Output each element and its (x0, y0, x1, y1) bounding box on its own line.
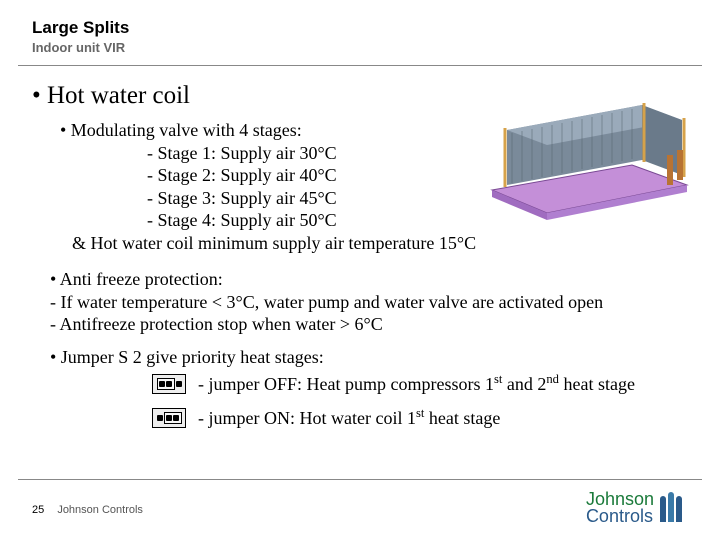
jumper-on-icon (152, 408, 186, 428)
footer: 25 Johnson Controls (32, 504, 143, 516)
jumper-off-text: - jumper OFF: Heat pump compressors 1st … (198, 372, 635, 396)
antifreeze-line: - Antifreeze protection stop when water … (32, 313, 688, 336)
page-number: 25 (32, 504, 44, 516)
jumper-off-row: - jumper OFF: Heat pump compressors 1st … (32, 372, 688, 396)
slide-subtitle: Indoor unit VIR (32, 40, 688, 55)
jumper-on-text: - jumper ON: Hot water coil 1st heat sta… (198, 406, 500, 430)
coil-illustration (482, 95, 692, 225)
jumper-title: • Jumper S 2 give priority heat stages: (32, 346, 688, 369)
jumper-on-row: - jumper ON: Hot water coil 1st heat sta… (32, 406, 688, 430)
antifreeze-line: - If water temperature < 3°C, water pump… (32, 291, 688, 314)
jumper-off-icon (152, 374, 186, 394)
footer-brand: Johnson Controls (57, 504, 143, 516)
min-supply-line: & Hot water coil minimum supply air temp… (32, 232, 688, 255)
brand-logo: Johnson Controls (586, 490, 692, 526)
logo-line2: Controls (586, 508, 654, 525)
logo-mark-icon (660, 490, 692, 522)
antifreeze-title: • Anti freeze protection: (32, 268, 688, 291)
footer-divider (18, 479, 702, 480)
slide-title: Large Splits (32, 18, 688, 38)
